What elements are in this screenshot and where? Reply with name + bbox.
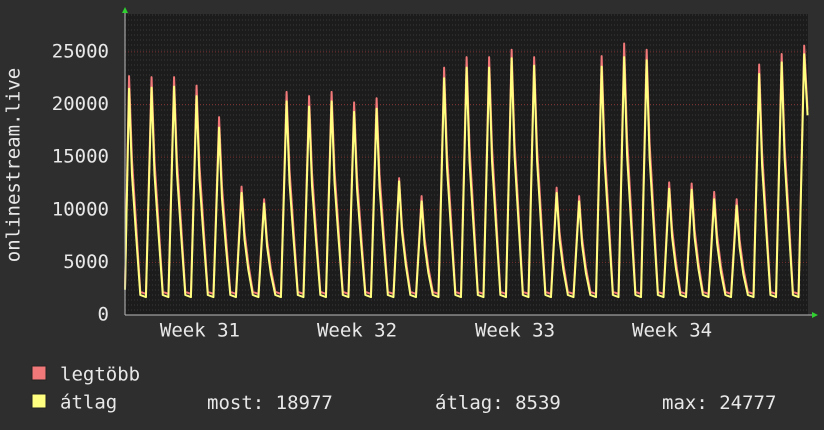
stat-label: most: xyxy=(207,392,264,414)
axis-arrow xyxy=(122,7,128,13)
series-line xyxy=(124,53,809,299)
y-tick-label: 20000 xyxy=(52,93,109,115)
y-tick-label: 15000 xyxy=(52,146,109,168)
stat-value: 8539 xyxy=(515,392,561,414)
y-tick-label: 10000 xyxy=(52,198,109,220)
stat: átlag: 8539 xyxy=(435,392,561,414)
stat-value: 24777 xyxy=(719,392,776,414)
stat-label: max: xyxy=(662,392,708,414)
axis-arrow xyxy=(812,312,818,318)
legend-label: legtöbb xyxy=(60,364,140,386)
legend-label: átlag xyxy=(60,392,117,414)
x-tick-label: Week 32 xyxy=(317,320,397,342)
y-tick-label: 5000 xyxy=(63,251,109,273)
stat-value: 18977 xyxy=(276,392,333,414)
y-axis-title: onlinestream.live xyxy=(3,68,25,262)
x-tick-label: Week 31 xyxy=(160,320,240,342)
plot-layers xyxy=(124,42,809,316)
y-tick-label: 25000 xyxy=(52,40,109,62)
legend-swatch xyxy=(31,365,47,381)
stat: most: 18977 xyxy=(207,392,333,414)
x-tick-label: Week 33 xyxy=(475,320,555,342)
legend-swatch xyxy=(31,393,47,409)
x-tick-label: Week 34 xyxy=(632,320,712,342)
stat: max: 24777 xyxy=(662,392,776,414)
stat-label: átlag: xyxy=(435,392,504,414)
y-tick-label: 0 xyxy=(98,304,109,326)
